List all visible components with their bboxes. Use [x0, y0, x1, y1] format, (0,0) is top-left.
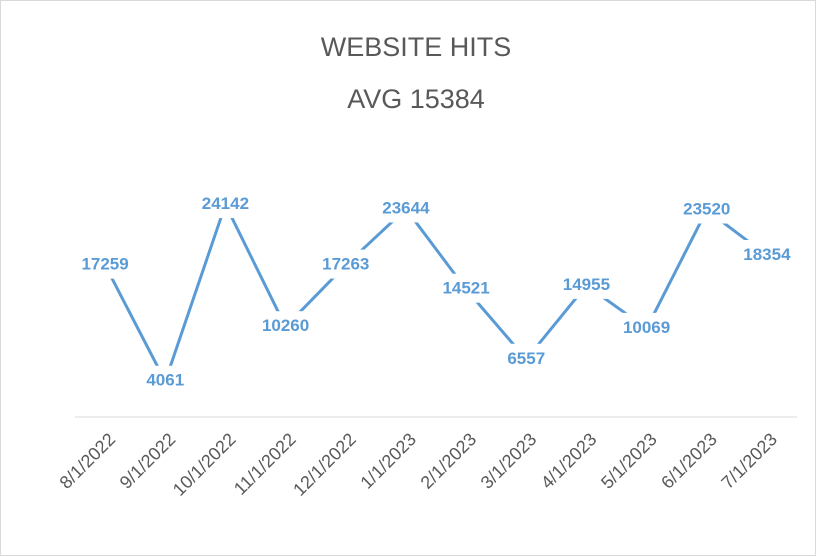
data-label: 23644 — [382, 198, 430, 217]
chart-subtitle: AVG 15384 — [347, 84, 485, 114]
data-label-bg — [617, 312, 676, 342]
data-label: 17259 — [81, 255, 128, 274]
data-label-bg — [678, 194, 736, 224]
data-label-bg — [502, 343, 551, 373]
chart-title: WEBSITE HITS — [321, 32, 512, 62]
data-label-bg — [377, 193, 436, 223]
data-label: 4061 — [146, 371, 184, 390]
series-line — [103, 203, 768, 383]
data-label: 14955 — [563, 275, 610, 294]
data-label: 23520 — [683, 200, 730, 219]
data-label: 10069 — [623, 318, 670, 337]
data-label: 18354 — [743, 245, 791, 264]
data-label: 10260 — [262, 316, 309, 335]
data-label: 24142 — [202, 194, 249, 213]
data-label: 17263 — [322, 255, 369, 274]
data-label-bg — [141, 365, 190, 395]
data-label: 6557 — [507, 349, 545, 368]
data-label: 14521 — [442, 279, 489, 298]
data-label-bg — [437, 273, 495, 303]
data-label-bg — [256, 311, 315, 341]
data-label-bg — [738, 239, 797, 269]
data-label-bg — [76, 249, 134, 279]
data-label-bg — [196, 189, 255, 219]
data-label-bg — [317, 249, 375, 279]
data-label-bg — [557, 269, 616, 299]
